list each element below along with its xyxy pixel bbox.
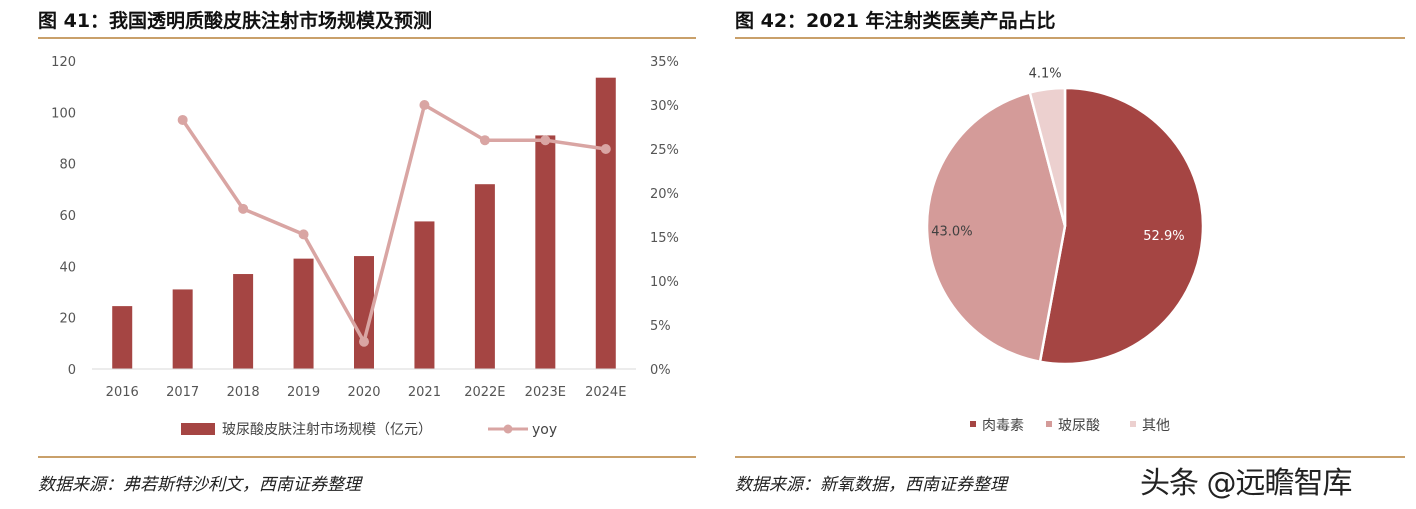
bar-2020: [354, 256, 374, 369]
yoy-point-2024E: [600, 144, 611, 154]
y-left-tick-label: 0: [68, 363, 76, 378]
bar-2016: [112, 306, 133, 369]
bar-2017: [172, 289, 193, 369]
yoy-point-2019: [298, 229, 309, 240]
pie-legend-swatch-2: [1046, 421, 1052, 427]
bar-2019: [293, 258, 314, 369]
bar-2024E: [595, 77, 616, 369]
y-left-tick-label: 60: [59, 209, 76, 224]
figure-42-top-rule: [735, 37, 1405, 39]
legend-bar-swatch: [181, 423, 215, 435]
y-right-tick-label: 25%: [650, 143, 679, 158]
figure-41-panel: 图 41：我国透明质酸皮肤注射市场规模及预测 0 20 40 60 80 100 120 0…: [0, 0, 700, 509]
figure-42-chart: 52.9% 43.0% 4.1% 肉毒素 玻尿酸 其他: [925, 67, 1205, 434]
x-tick-label: 2018: [227, 385, 260, 400]
pie-slice-3: [1028, 86, 1067, 227]
figure-41-bottom-rule: [38, 456, 696, 458]
pie-legend-label-1: 肉毒素: [982, 418, 1024, 434]
y-right-tick-label: 35%: [650, 55, 679, 70]
figure-42-bottom-rule: [735, 456, 1405, 458]
pie-legend-label-3: 其他: [1142, 418, 1170, 434]
x-tick-label: 2024E: [585, 385, 626, 400]
y-left-tick-label: 20: [59, 312, 76, 327]
legend-line-marker: [503, 424, 513, 434]
pie-legend-label-2: 玻尿酸: [1058, 418, 1100, 434]
yoy-point-2023E: [540, 135, 551, 146]
x-tick-label: 2021: [408, 385, 441, 400]
y-left-tick-label: 100: [51, 106, 76, 121]
bar-2022E: [474, 184, 495, 369]
y-right-tick-label: 30%: [650, 99, 679, 114]
x-tick-label: 2022E: [464, 385, 505, 400]
x-tick-label: 2023E: [525, 385, 566, 400]
x-tick-label: 2016: [106, 385, 139, 400]
bar-2023E: [535, 135, 556, 369]
y-left-tick-label: 80: [59, 158, 76, 173]
y-right-tick-label: 10%: [650, 275, 679, 290]
pie-label-3: 4.1%: [1029, 67, 1062, 82]
figure-41-title: 图 41：我国透明质酸皮肤注射市场规模及预测: [38, 10, 433, 32]
pie-slice-1: [1038, 86, 1205, 366]
pie-slice-2: [925, 91, 1067, 364]
x-tick-label: 2017: [166, 385, 199, 400]
y-left-tick-label: 120: [51, 55, 76, 70]
pie-legend-swatch-1: [970, 421, 976, 427]
pie-label-1: 52.9%: [1143, 229, 1184, 244]
figure-41-source: 数据来源：弗若斯特沙利文，西南证券整理: [38, 475, 361, 495]
yoy-point-2020: [359, 336, 369, 347]
watermark-text: 头条 @远瞻智库: [1140, 466, 1353, 501]
bar-2021: [414, 221, 435, 369]
yoy-point-2021: [419, 100, 430, 110]
figure-42-panel: 图 42：2021 年注射类医美产品占比 52.9% 43.0% 4.1% 肉毒素 玻…: [735, 0, 1416, 509]
yoy-point-2017: [177, 114, 188, 125]
bar-2018: [233, 274, 254, 369]
figure-42-title: 图 42：2021 年注射类医美产品占比: [735, 10, 1056, 32]
y-right-tick-label: 20%: [650, 187, 679, 202]
x-tick-label: 2019: [287, 385, 320, 400]
y-right-tick-label: 15%: [650, 231, 679, 246]
y-left-tick-label: 40: [59, 260, 76, 275]
figure-41-top-rule: [38, 37, 696, 39]
pie-legend-swatch-3: [1130, 421, 1136, 427]
yoy-point-2018: [238, 203, 249, 214]
legend-bar-label: 玻尿酸皮肤注射市场规模（亿元）: [222, 421, 432, 438]
legend-line-label: yoy: [532, 422, 557, 438]
figure-42-source: 数据来源：新氧数据，西南证券整理: [735, 475, 1007, 495]
y-right-tick-label: 5%: [650, 319, 671, 334]
x-tick-label: 2020: [347, 385, 380, 400]
figure-41-chart: 0 20 40 60 80 100 120 0% 5% 10% 15% 20% 25% 30% 35% 2…: [51, 55, 679, 438]
pie-label-2: 43.0%: [931, 224, 972, 239]
yoy-point-2022E: [479, 135, 490, 146]
y-right-tick-label: 0%: [650, 363, 671, 378]
yoy-line: [181, 103, 607, 344]
